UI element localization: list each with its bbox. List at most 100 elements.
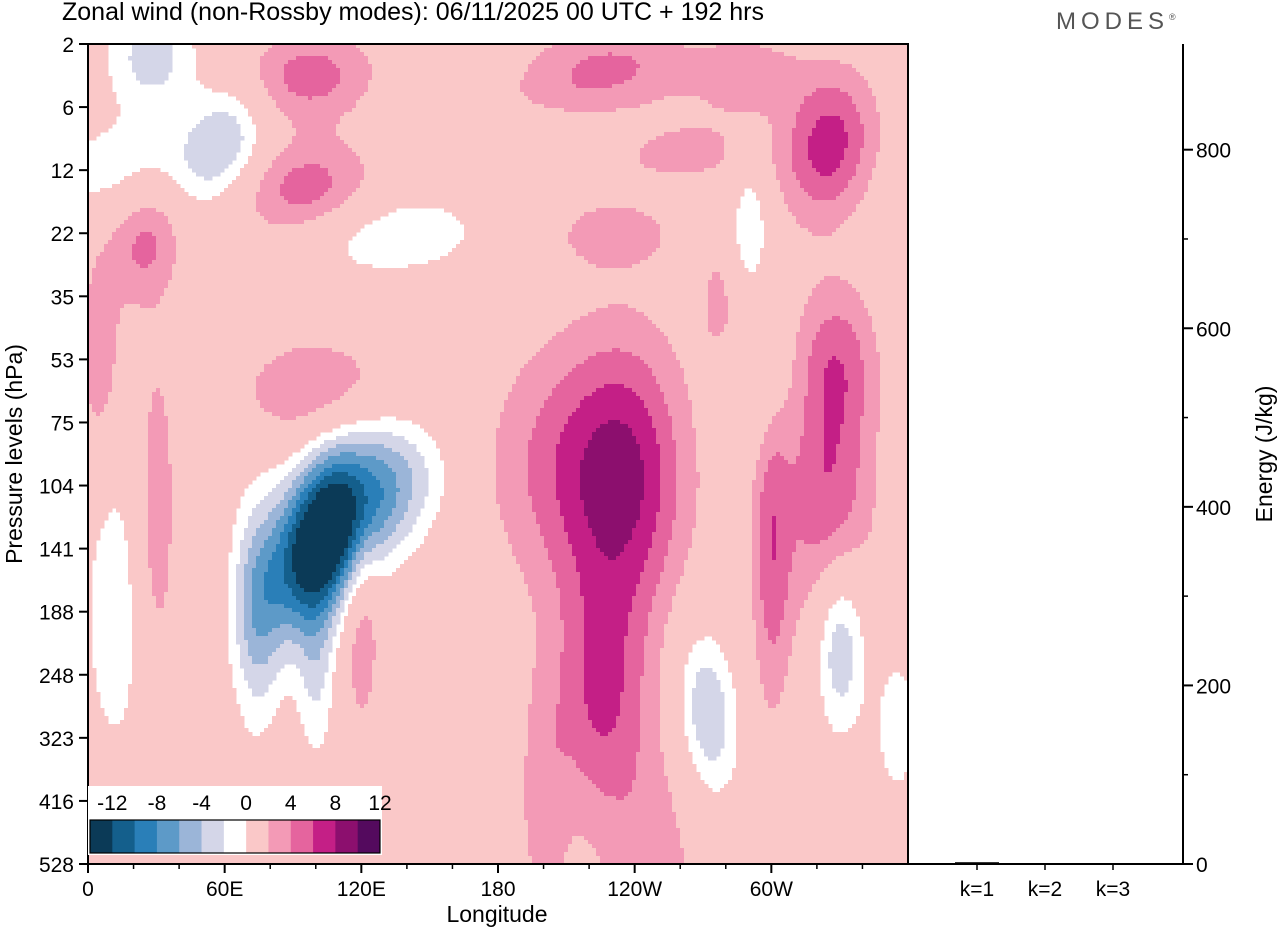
wind-cell: [840, 60, 845, 65]
wind-cell: [588, 56, 593, 61]
wind-cell: [672, 48, 677, 53]
wind-cell: [196, 64, 201, 69]
wind-cell: [160, 48, 165, 53]
wind-cell: [816, 48, 821, 53]
wind-cell: [312, 56, 317, 61]
wind-cell: [404, 48, 409, 53]
wind-cell: [900, 60, 905, 65]
wind-cell: [516, 56, 521, 61]
wind-cell: [836, 52, 841, 57]
wind-cell: [404, 64, 409, 69]
wind-cell: [860, 52, 865, 57]
wind-cell: [724, 52, 729, 57]
wind-cell: [876, 56, 881, 61]
wind-cell: [484, 60, 489, 65]
wind-cell: [868, 60, 873, 65]
wind-cell: [676, 52, 681, 57]
wind-cell: [744, 56, 749, 61]
wind-cell: [708, 48, 713, 53]
wind-cell: [664, 48, 669, 53]
wind-cell: [640, 56, 645, 61]
wind-cell: [336, 64, 341, 69]
wind-cell: [332, 48, 337, 53]
wind-cell: [256, 48, 261, 53]
wind-cell: [616, 48, 621, 53]
wind-cell: [484, 52, 489, 57]
wind-cell: [604, 56, 609, 61]
wind-cell: [664, 60, 669, 65]
figure: 0 60E 120E 180 120W 60W 261222355375104141188…: [0, 0, 1280, 930]
wind-cell: [268, 60, 273, 65]
wind-cell: [560, 48, 565, 53]
wind-cell: [464, 56, 469, 61]
wind-cell: [148, 48, 153, 53]
wind-cell: [444, 60, 449, 65]
wind-cell: [744, 60, 749, 65]
wind-cell: [508, 52, 513, 57]
wind-cell: [772, 56, 777, 61]
wind-cell: [460, 60, 465, 65]
wind-cell: [732, 52, 737, 57]
wind-cell: [428, 64, 433, 69]
wind-cell: [628, 48, 633, 53]
wind-cell: [328, 52, 333, 57]
wind-cell: [488, 64, 493, 69]
wind-cell: [508, 64, 513, 69]
wind-cell: [224, 60, 229, 65]
wind-cell: [272, 60, 277, 65]
wind-cell: [692, 56, 697, 61]
wind-cell: [612, 60, 617, 65]
wind-cell: [628, 60, 633, 65]
wind-cell: [404, 56, 409, 61]
wind-cell: [688, 60, 693, 65]
wind-cell: [528, 52, 533, 57]
wind-cell: [384, 48, 389, 53]
wind-cell: [328, 60, 333, 65]
wind-cell: [100, 48, 105, 53]
wind-cell: [536, 48, 541, 53]
wind-cell: [604, 48, 609, 53]
wind-cell: [400, 64, 405, 69]
wind-cell: [796, 60, 801, 65]
wind-cell: [836, 48, 841, 53]
wind-cell: [788, 60, 793, 65]
wind-cell: [652, 56, 657, 61]
wind-cell: [276, 64, 281, 69]
wind-cell: [716, 48, 721, 53]
wind-cell: [300, 52, 305, 57]
wind-cell: [720, 48, 725, 53]
wind-cell: [212, 60, 217, 65]
wind-cell: [424, 48, 429, 53]
wind-cell: [876, 60, 881, 65]
wind-cell: [420, 60, 425, 65]
wind-cell: [332, 64, 337, 69]
wind-cell: [208, 48, 213, 53]
wind-cell: [340, 64, 345, 69]
wind-cell: [372, 48, 377, 53]
wind-cell: [228, 48, 233, 53]
wind-cell: [152, 64, 157, 69]
wind-cell: [160, 64, 165, 69]
wind-cell: [900, 56, 905, 61]
wind-cell: [220, 48, 225, 53]
wind-cell: [864, 48, 869, 53]
wind-cell: [460, 48, 465, 53]
wind-cell: [356, 52, 361, 57]
wind-cell: [708, 56, 713, 61]
wind-cell: [152, 60, 157, 65]
wind-cell: [168, 64, 173, 69]
wind-cell: [232, 56, 237, 61]
wind-cell: [384, 52, 389, 57]
wind-cell: [852, 52, 857, 57]
wind-cell: [160, 52, 165, 57]
wind-cell: [304, 52, 309, 57]
wind-cell: [388, 56, 393, 61]
wind-cell: [468, 48, 473, 53]
wind-cell: [880, 52, 885, 57]
wind-cell: [288, 56, 293, 61]
wind-cell: [216, 64, 221, 69]
wind-cell: [148, 56, 153, 61]
wind-cell: [848, 52, 853, 57]
wind-cell: [540, 60, 545, 65]
wind-cell: [656, 48, 661, 53]
